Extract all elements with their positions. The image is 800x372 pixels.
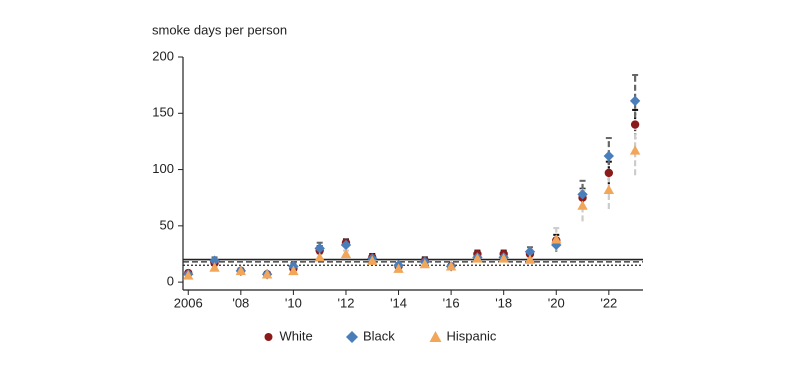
y-tick-label: 150 [152, 105, 174, 120]
x-tick-label: '22 [600, 295, 617, 310]
data-point [629, 95, 641, 107]
data-point [551, 239, 562, 251]
data-point [314, 243, 325, 254]
data-point [603, 150, 615, 162]
data-point [209, 262, 220, 272]
legend-marker [429, 331, 442, 342]
legend-marker [264, 333, 273, 341]
x-tick-label: '10 [285, 295, 302, 310]
y-tick-label: 200 [152, 48, 174, 63]
data-point [393, 263, 404, 273]
legend-marker [346, 331, 358, 343]
data-point [183, 270, 194, 280]
data-point [472, 253, 483, 263]
data-point [314, 252, 325, 262]
data-point [419, 258, 431, 269]
data-point [524, 246, 536, 257]
x-tick-label: '08 [232, 295, 249, 310]
data-point [235, 265, 247, 276]
x-tick-label: '18 [495, 295, 512, 310]
data-point [340, 248, 352, 259]
data-point [209, 255, 220, 266]
y-tick-label: 0 [167, 274, 174, 289]
data-point [551, 234, 562, 244]
data-point [577, 200, 588, 210]
data-point [288, 265, 299, 276]
data-point [445, 261, 457, 271]
x-tick-label: '12 [337, 295, 354, 310]
data-point [367, 255, 378, 265]
data-point [261, 269, 273, 279]
x-tick-label: '14 [390, 295, 407, 310]
data-point [577, 189, 588, 200]
data-point [603, 184, 615, 195]
x-tick-label: 2006 [174, 295, 203, 310]
y-axis-label: smoke days per person [152, 22, 287, 37]
y-tick-label: 100 [152, 161, 174, 176]
x-tick-label: '20 [548, 295, 565, 310]
data-point [629, 145, 641, 155]
data-point [524, 254, 536, 264]
x-tick-label: '16 [443, 295, 460, 310]
data-point [340, 239, 352, 251]
legend-label: White [280, 328, 313, 343]
legend-label: Hispanic [447, 328, 497, 343]
y-tick-label: 50 [160, 217, 174, 232]
data-point [604, 168, 614, 178]
data-point [498, 253, 509, 263]
data-point [630, 120, 640, 129]
legend-label: Black [363, 328, 395, 343]
